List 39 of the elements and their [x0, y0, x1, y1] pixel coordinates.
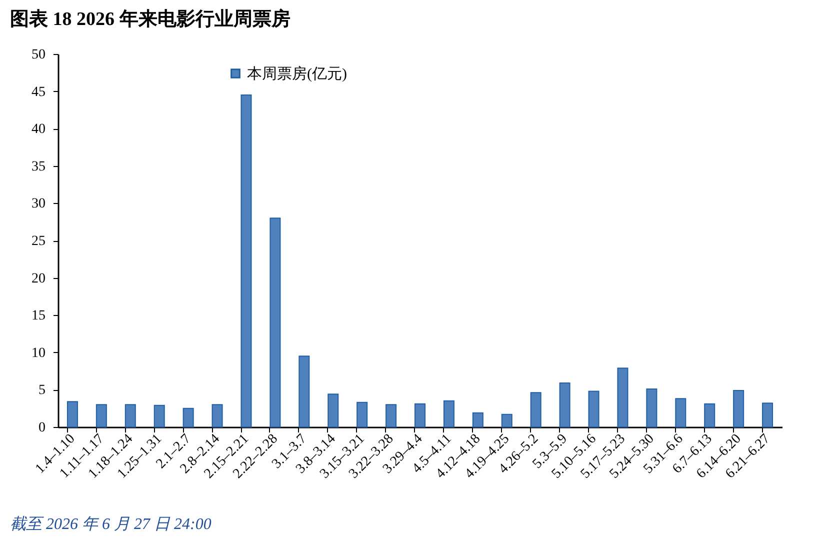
- bar: [646, 388, 658, 428]
- bar: [588, 390, 600, 428]
- bar: [356, 402, 368, 428]
- y-tick-label: 40: [32, 122, 46, 138]
- bar: [182, 408, 194, 428]
- y-tick-label: 20: [32, 271, 46, 286]
- bar: [414, 403, 426, 428]
- text: 截至 2026 年 6 月 27 日 24:00: [10, 514, 212, 535]
- bar: [270, 218, 281, 428]
- y-tick-label: 30: [32, 196, 46, 212]
- bar: [675, 398, 686, 428]
- bar: [240, 94, 252, 428]
- y-tick-label: 50: [32, 48, 46, 62]
- bar: [66, 401, 78, 428]
- bar: [443, 400, 454, 428]
- bar: [559, 382, 570, 428]
- y-tick-label: 0: [38, 420, 46, 436]
- bar: [472, 412, 484, 428]
- bar: [501, 414, 512, 428]
- bar: [154, 404, 165, 428]
- bar: [96, 404, 107, 428]
- bar: [124, 404, 136, 428]
- y-tick-label: 5: [38, 383, 46, 398]
- chart-title: 图表 18 2026 年来电影行业周票房: [10, 8, 290, 30]
- bar: [298, 356, 310, 428]
- bar: [733, 390, 744, 428]
- legend-label: 本周票房(亿元): [247, 66, 347, 82]
- y-tick-label: 25: [32, 234, 46, 249]
- y-tick-label: 10: [32, 346, 46, 361]
- bar: [386, 404, 397, 428]
- bar: [704, 403, 716, 428]
- bar: [212, 404, 223, 428]
- y-tick-label: 35: [32, 159, 46, 174]
- y-tick-label: 45: [32, 84, 46, 100]
- y-tick-label: 15: [32, 308, 46, 324]
- bar: [530, 392, 542, 428]
- bar: [328, 394, 339, 428]
- bar: [617, 368, 628, 428]
- bar: [762, 402, 774, 428]
